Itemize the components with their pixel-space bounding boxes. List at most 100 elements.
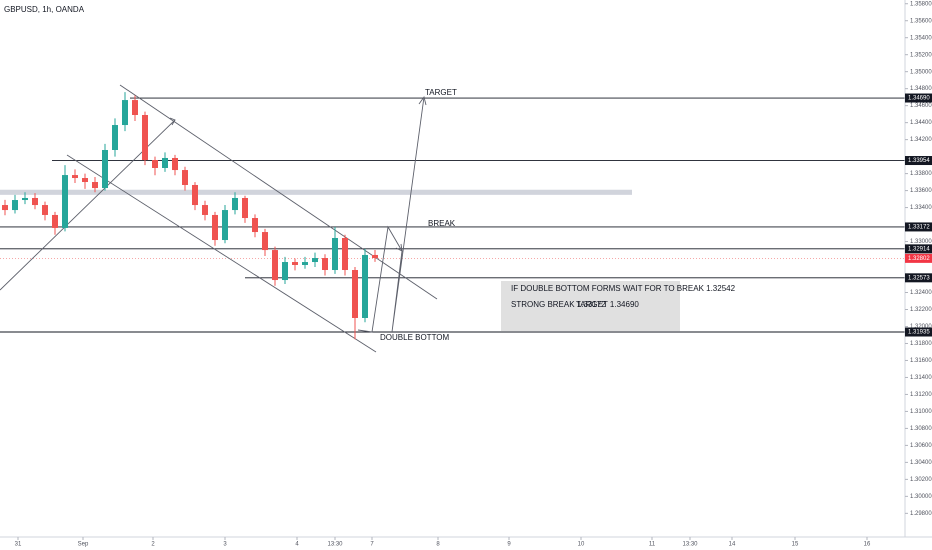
note-line: STRONG BREAK 1.33172 [511,300,606,309]
x-tick-label: 2 [151,542,155,548]
y-tick-label: 1.33400 [910,205,932,211]
level-tag [905,156,932,166]
x-tick-label: 8 [436,542,440,548]
candle-body [72,175,78,179]
candle-body [212,214,218,241]
candle-body [92,182,98,189]
candle-body [182,170,188,185]
level-tag [905,273,932,283]
y-tick-label: 1.31600 [910,358,932,364]
y-tick-label: 1.33800 [910,171,932,177]
candle-body [222,210,228,241]
y-tick-label: 1.31000 [910,409,932,415]
level-tag-label: 1.33172 [908,225,930,231]
y-tick-label: 1.31400 [910,375,932,381]
candle-body [142,115,148,161]
level-tag-label: 1.33954 [908,158,930,164]
candle-body [122,100,128,126]
candle-body [352,270,358,318]
last-price-tag [905,253,932,263]
channel-upper [119,84,438,300]
y-tick-label: 1.34400 [910,120,932,126]
candle-body [2,205,8,211]
note-line: IF DOUBLE BOTTOM FORMS WAIT FOR TO BREAK… [511,284,736,293]
level-tag-label: 1.31935 [908,330,930,336]
candle-body [172,157,178,171]
target-label: TARGET [425,88,457,97]
candle-body [362,254,368,318]
x-tick-label: Sep [78,542,89,548]
x-tick-label: 9 [507,542,511,548]
chart-title: GBPUSD, 1h, OANDA [4,5,85,14]
note-box [501,281,680,331]
break-label: BREAK [428,219,456,228]
candle-body [332,237,338,271]
level-tag-label: 1.32573 [908,275,930,281]
candle-body [22,197,28,201]
candle-body [82,178,88,183]
y-tick-label: 1.32200 [910,307,932,313]
y-tick-label: 1.32400 [910,290,932,296]
candle-body [132,100,138,116]
x-tick-label: 10 [578,542,585,548]
y-tick-label: 1.33600 [910,188,932,194]
candle-body [102,149,108,189]
x-tick-label: 4 [295,542,299,548]
candle-body [342,237,348,271]
candle-body [42,205,48,215]
level-tag-label: 1.34690 [908,96,930,102]
y-tick-label: 1.29800 [910,511,932,517]
y-tick-label: 1.33000 [910,239,932,245]
level-tag [905,327,932,337]
y-tick-label: 1.35600 [910,18,932,24]
break-arrowhead [395,243,403,252]
y-tick-label: 1.30000 [910,494,932,500]
level-tag [905,244,932,254]
y-tick-label: 1.34200 [910,137,932,143]
x-tick-label: 13:30 [327,542,343,548]
y-tick-label: 1.31200 [910,392,932,398]
trend-arrowhead [169,117,176,126]
x-tick-label: 7 [370,542,374,548]
x-tick-label: 15 [792,542,799,548]
last-price-label: 1.32802 [908,256,930,262]
y-tick-label: 1.30800 [910,426,932,432]
candle-body [232,197,238,211]
y-tick-label: 1.35200 [910,52,932,58]
candle-body [292,262,298,265]
candle-body [12,200,18,211]
candle-body [302,262,308,265]
y-tick-label: 1.30600 [910,443,932,449]
candle-body [372,254,378,259]
level-tag-label: 1.32914 [908,246,930,252]
projection-path [357,96,425,333]
y-tick-label: 1.32000 [910,324,932,330]
candle-body [112,125,118,150]
candle-body [252,218,258,233]
candle-body [312,258,318,263]
note-line: TARGET 1.34690 [576,300,639,309]
y-tick-label: 1.35400 [910,35,932,41]
y-tick-label: 1.34800 [910,86,932,92]
y-tick-label: 1.31800 [910,341,932,347]
candle-body [152,160,158,168]
candle-body [52,214,58,228]
candle-body [272,250,278,281]
candle-body [162,157,168,168]
candle-body [62,175,68,228]
candle-body [192,184,198,206]
y-tick-label: 1.30200 [910,477,932,483]
double-bottom-label: DOUBLE BOTTOM [380,333,450,342]
level-tag [905,93,932,103]
candle-body [202,205,208,215]
candle-body [262,232,268,251]
candle-body [242,197,248,219]
y-tick-label: 1.30400 [910,460,932,466]
y-tick-label: 1.35800 [910,1,932,7]
projection-arrowhead [418,95,427,106]
x-tick-label: 3 [223,542,227,548]
x-tick-label: 11 [649,542,656,548]
candle-body [282,262,288,281]
candle-body [322,258,328,271]
